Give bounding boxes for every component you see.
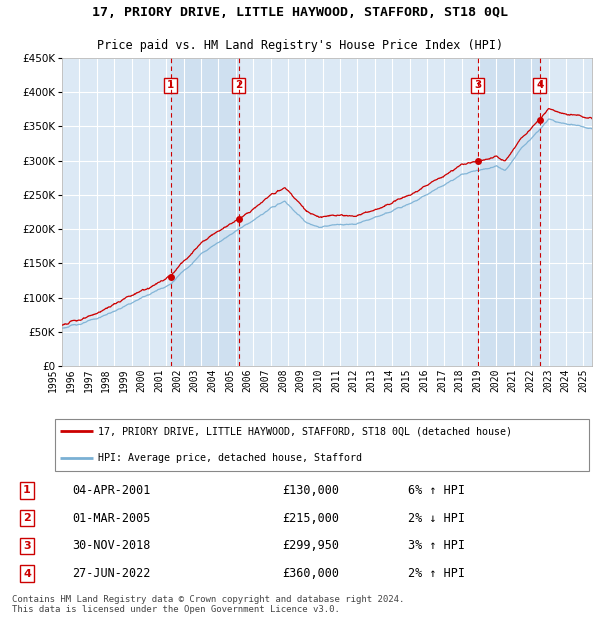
Text: 1: 1: [23, 485, 31, 495]
Text: 2015: 2015: [401, 368, 412, 392]
FancyBboxPatch shape: [55, 419, 589, 471]
Text: 1998: 1998: [101, 368, 111, 392]
Text: 3: 3: [474, 81, 481, 91]
Text: 3: 3: [23, 541, 31, 551]
Text: 2% ↓ HPI: 2% ↓ HPI: [408, 512, 465, 525]
Text: £299,950: £299,950: [282, 539, 339, 552]
Bar: [170, 58, 239, 366]
Text: 2000: 2000: [137, 368, 146, 392]
Text: 30-NOV-2018: 30-NOV-2018: [72, 539, 151, 552]
Text: 2008: 2008: [278, 368, 288, 392]
Text: 2001: 2001: [154, 368, 164, 392]
Text: 2023: 2023: [543, 368, 553, 392]
Text: 2: 2: [23, 513, 31, 523]
Text: 2003: 2003: [190, 368, 199, 392]
Text: 2% ↑ HPI: 2% ↑ HPI: [408, 567, 465, 580]
Text: 17, PRIORY DRIVE, LITTLE HAYWOOD, STAFFORD, ST18 0QL (detached house): 17, PRIORY DRIVE, LITTLE HAYWOOD, STAFFO…: [98, 426, 512, 436]
Text: 2010: 2010: [313, 368, 323, 392]
Text: 2013: 2013: [366, 368, 376, 392]
Text: 2012: 2012: [349, 368, 359, 392]
Text: 1995: 1995: [48, 368, 58, 392]
Text: 27-JUN-2022: 27-JUN-2022: [72, 567, 151, 580]
Text: 6% ↑ HPI: 6% ↑ HPI: [408, 484, 465, 497]
Text: 2019: 2019: [472, 368, 482, 392]
Text: 2009: 2009: [296, 368, 305, 392]
Text: Contains HM Land Registry data © Crown copyright and database right 2024.
This d: Contains HM Land Registry data © Crown c…: [12, 595, 404, 614]
Text: 4: 4: [23, 569, 31, 578]
Text: £360,000: £360,000: [282, 567, 339, 580]
Text: £215,000: £215,000: [282, 512, 339, 525]
Text: 2: 2: [235, 81, 242, 91]
Text: 1999: 1999: [119, 368, 129, 392]
Text: Price paid vs. HM Land Registry's House Price Index (HPI): Price paid vs. HM Land Registry's House …: [97, 38, 503, 51]
Text: HPI: Average price, detached house, Stafford: HPI: Average price, detached house, Staf…: [98, 453, 362, 463]
Text: 2025: 2025: [578, 368, 588, 392]
Text: 1997: 1997: [83, 368, 94, 392]
Text: 2007: 2007: [260, 368, 270, 392]
Text: 2022: 2022: [525, 368, 535, 392]
Text: 17, PRIORY DRIVE, LITTLE HAYWOOD, STAFFORD, ST18 0QL: 17, PRIORY DRIVE, LITTLE HAYWOOD, STAFFO…: [92, 6, 508, 19]
Text: 01-MAR-2005: 01-MAR-2005: [72, 512, 151, 525]
Text: 2005: 2005: [225, 368, 235, 392]
Text: 04-APR-2001: 04-APR-2001: [72, 484, 151, 497]
Text: 2011: 2011: [331, 368, 341, 392]
Text: 2002: 2002: [172, 368, 182, 392]
Text: 2016: 2016: [419, 368, 429, 392]
Text: £130,000: £130,000: [282, 484, 339, 497]
Text: 2020: 2020: [490, 368, 500, 392]
Text: 2014: 2014: [384, 368, 394, 392]
Text: 2021: 2021: [508, 368, 517, 392]
Text: 3% ↑ HPI: 3% ↑ HPI: [408, 539, 465, 552]
Text: 2017: 2017: [437, 368, 447, 392]
Bar: [478, 58, 539, 366]
Text: 2024: 2024: [560, 368, 571, 392]
Text: 1996: 1996: [66, 368, 76, 392]
Text: 2006: 2006: [242, 368, 253, 392]
Text: 1: 1: [167, 81, 174, 91]
Text: 2004: 2004: [207, 368, 217, 392]
Text: 2018: 2018: [455, 368, 464, 392]
Text: 4: 4: [536, 81, 544, 91]
